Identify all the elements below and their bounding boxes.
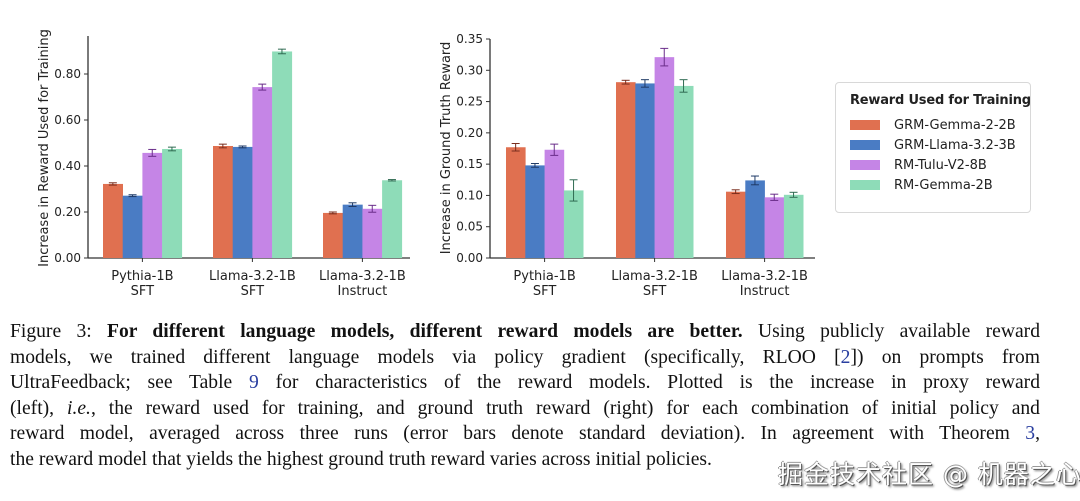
bar	[654, 57, 675, 258]
bar	[232, 146, 253, 258]
bar	[213, 145, 233, 258]
y-tick-label: 0.15	[456, 157, 483, 171]
caption-text: i.e.	[67, 397, 91, 419]
bar	[382, 180, 403, 258]
legend-swatch	[850, 180, 880, 190]
caption-text: reward model, averaged across three runs…	[10, 423, 1026, 444]
y-tick-label: 0.20	[54, 205, 81, 219]
bar	[323, 212, 343, 258]
y-tick-label: 0.10	[456, 188, 483, 202]
x-tick-label: SFT	[131, 284, 155, 299]
legend-label: RM-Gemma-2B	[894, 177, 993, 193]
y-tick-label: 0.35	[456, 32, 483, 46]
y-tick-label: 0.30	[456, 63, 483, 77]
caption-reference-link[interactable]: 3	[1025, 423, 1036, 444]
caption-text: UltraFeedback; see Table	[10, 372, 250, 393]
caption-bold-title: For different language models, different…	[106, 321, 743, 342]
y-axis-title: Increase in Ground Truth Reward	[439, 42, 454, 255]
bar	[745, 180, 765, 258]
y-tick-label: 0.25	[456, 95, 483, 109]
bar	[142, 152, 163, 258]
legend-item-grm-gemma-2-2b: GRM-Gemma-2-2B	[850, 115, 1018, 135]
caption-line: (left), i.e., the reward used for traini…	[10, 396, 1040, 422]
x-tick-label: SFT	[533, 284, 557, 299]
x-tick-label: Instruct	[740, 284, 790, 299]
caption-line: the reward model that yields the highest…	[10, 447, 1040, 473]
caption-text: (left),	[10, 397, 67, 419]
legend-swatch	[850, 120, 880, 130]
caption-text: for characteristics of the reward models…	[258, 372, 1040, 393]
chart-legend: Reward Used for Training GRM-Gemma-2-2B …	[835, 82, 1031, 213]
legend-title: Reward Used for Training	[850, 93, 1031, 108]
y-tick-label: 0.20	[456, 126, 483, 140]
bar	[272, 51, 293, 259]
bar	[563, 190, 584, 258]
bar	[362, 208, 383, 258]
x-tick-label: Llama-3.2-1B	[319, 269, 406, 284]
y-tick-label: 0.05	[456, 220, 483, 234]
y-axis-title: Increase in Reward Used for Training	[37, 29, 52, 267]
y-tick-label: 0.00	[456, 251, 483, 265]
bar	[506, 147, 526, 258]
caption-reference-link[interactable]: 2	[840, 346, 851, 368]
legend-item-rm-tulu-v2-8b: RM-Tulu-V2-8B	[850, 155, 1018, 175]
x-tick-label: Instruct	[338, 284, 388, 299]
bar	[635, 83, 655, 258]
caption-text: , the reward used for training, and grou…	[90, 397, 1040, 419]
y-tick-label: 0.80	[54, 67, 81, 81]
bar	[162, 148, 183, 258]
legend-swatch	[850, 160, 880, 170]
caption-text: ]) on prompts from	[850, 346, 1040, 368]
bar	[783, 194, 804, 258]
x-tick-label: Llama-3.2-1B	[721, 269, 808, 284]
chart-right-ground-truth-reward: 0.00 0.05 0.10 0.15 0.20 0.25 0.30 0.35Increase…	[439, 32, 815, 299]
bar	[726, 191, 746, 258]
legend-item-grm-llama-3-2-3b: GRM-Llama-3.2-3B	[850, 135, 1018, 155]
bar	[525, 165, 545, 258]
legend-swatch	[850, 140, 880, 150]
x-tick-label: SFT	[241, 284, 265, 299]
caption-text: models, we trained different language mo…	[10, 346, 841, 368]
bar	[342, 204, 363, 258]
caption-line: UltraFeedback; see Table 9 for character…	[10, 370, 1040, 396]
bar	[122, 195, 143, 258]
x-tick-label: Llama-3.2-1B	[209, 269, 296, 284]
y-tick-label: 0.40	[54, 159, 81, 173]
caption-line: reward model, averaged across three runs…	[10, 421, 1040, 447]
legend-item-rm-gemma-2b: RM-Gemma-2B	[850, 175, 1018, 195]
caption-reference-link[interactable]: 9	[249, 372, 259, 393]
y-tick-label: 0.00	[54, 251, 81, 265]
bar	[673, 85, 694, 258]
legend-label: GRM-Llama-3.2-3B	[894, 137, 1016, 153]
bar	[764, 197, 785, 258]
watermark: 掘金技术社区 @ 机器之心	[778, 460, 1080, 489]
caption-line: models, we trained different language mo…	[10, 345, 1040, 371]
legend-label: GRM-Gemma-2-2B	[894, 117, 1016, 133]
x-tick-label: Llama-3.2-1B	[611, 269, 698, 284]
bar	[252, 87, 273, 258]
bar	[544, 149, 565, 258]
caption-text: Figure 3:	[10, 321, 107, 342]
caption-text: ,	[1035, 423, 1040, 444]
x-tick-label: Pythia-1B	[513, 269, 575, 284]
figure-caption: Figure 3: For different language models,…	[10, 319, 1040, 472]
caption-line: Figure 3: For different language models,…	[10, 319, 1040, 345]
x-tick-label: Pythia-1B	[111, 269, 173, 284]
caption-text: Using publicly available reward	[742, 321, 1040, 342]
legend-label: RM-Tulu-V2-8B	[894, 157, 987, 173]
caption-text: the reward model that yields the highest…	[10, 448, 712, 470]
x-tick-label: SFT	[643, 284, 667, 299]
bar	[616, 82, 636, 258]
bar	[103, 183, 123, 258]
y-tick-label: 0.60	[54, 113, 81, 127]
